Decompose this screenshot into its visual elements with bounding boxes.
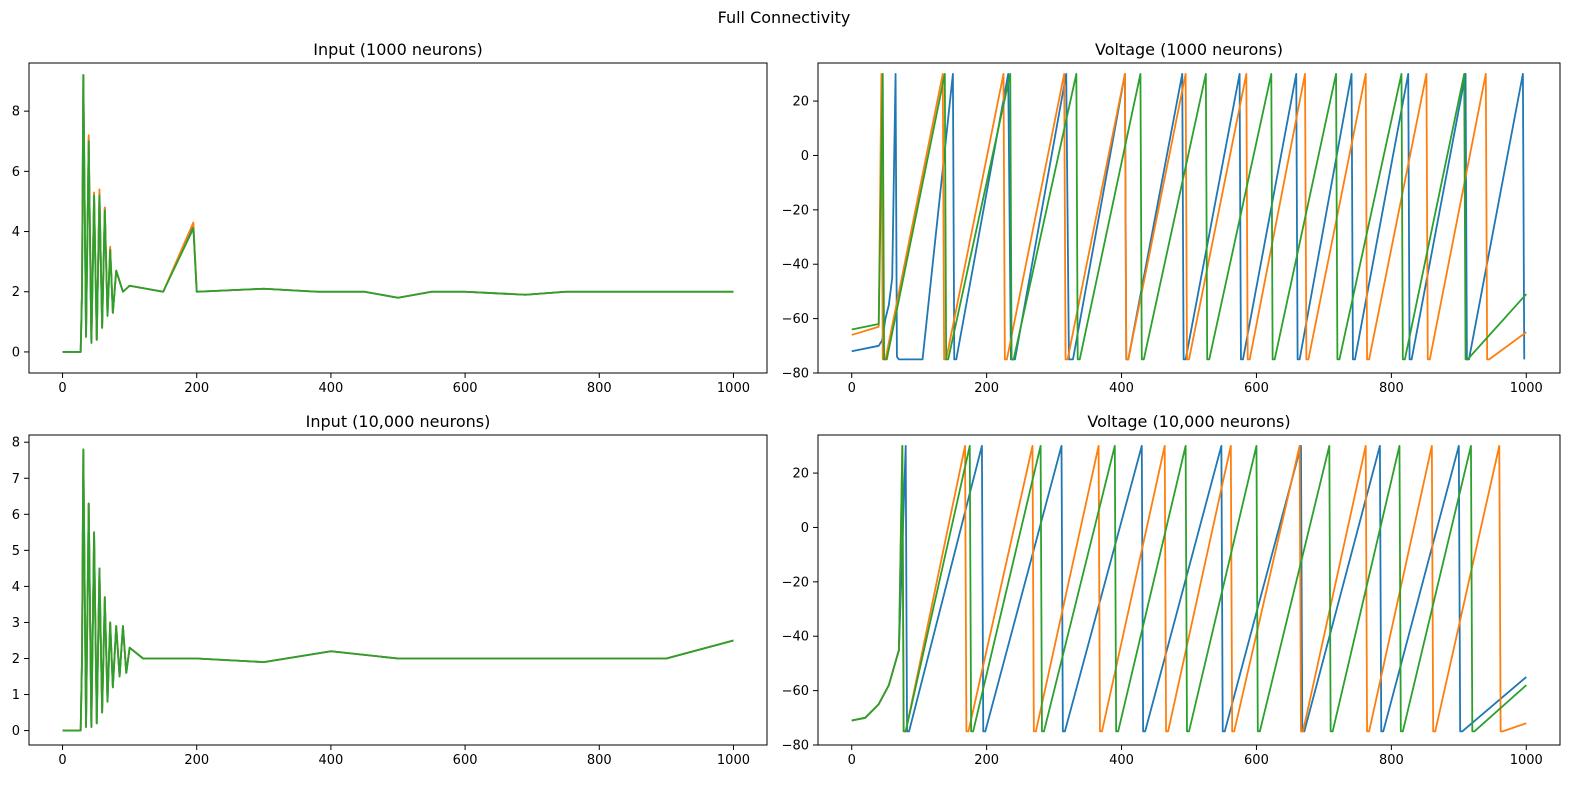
x-tick-label: 800 — [587, 753, 612, 768]
y-tick-label: −60 — [782, 684, 809, 699]
y-tick-label: 2 — [12, 285, 20, 300]
x-tick-label: 800 — [587, 381, 612, 396]
subplot-input-10000: Input (10,000 neurons) 0 200 400 600 800 1000… — [12, 412, 768, 768]
y-tick-label: 8 — [12, 105, 20, 120]
x-tick-label: 1000 — [1510, 753, 1543, 768]
x-tick-label: 1000 — [717, 753, 750, 768]
series-line-3 — [851, 72, 1527, 361]
x-tick-label: 800 — [1379, 753, 1404, 768]
y-tick-label: 0 — [801, 149, 809, 164]
y-tick-label: −40 — [782, 258, 809, 273]
series-line-1 — [62, 74, 734, 353]
y-tick-label: −80 — [782, 739, 809, 754]
axes-frame — [817, 434, 1561, 746]
x-tick-label: 600 — [453, 753, 478, 768]
subplot-title: Input (10,000 neurons) — [306, 412, 491, 431]
series-line-2 — [62, 448, 734, 732]
y-tick-label: 3 — [12, 616, 20, 631]
subplot-title: Input (1000 neurons) — [313, 40, 482, 59]
y-tick-label: 1 — [12, 688, 20, 703]
series-group — [62, 74, 734, 353]
subplot-voltage-10000: Voltage (10,000 neurons) 0 200 400 600 800 10… — [782, 412, 1561, 768]
x-tick-label: 800 — [1379, 381, 1404, 396]
y-tick-label: −40 — [782, 630, 809, 645]
series-line-3 — [851, 444, 1527, 733]
series-group — [851, 444, 1527, 733]
y-tick-label: −80 — [782, 367, 809, 382]
series-line-1 — [851, 72, 1526, 361]
series-line-2 — [851, 72, 1527, 361]
x-tick-label: 200 — [974, 753, 999, 768]
x-tick-label: 0 — [848, 753, 856, 768]
series-group — [62, 448, 734, 732]
x-tick-label: 0 — [848, 381, 856, 396]
series-line-2 — [851, 444, 1527, 733]
series-group — [851, 72, 1527, 361]
series-line-1 — [62, 448, 734, 732]
y-tick-label: 0 — [12, 345, 20, 360]
x-tick-label: 200 — [974, 381, 999, 396]
x-tick-label: 400 — [1109, 381, 1134, 396]
y-tick-label: 20 — [792, 467, 809, 482]
y-tick-label: 4 — [12, 580, 20, 595]
x-tick-label: 1000 — [717, 381, 750, 396]
y-tick-label: 8 — [12, 436, 20, 451]
axes-frame — [28, 434, 768, 746]
subplot-input-1000: Input (1000 neurons) 0 200 400 600 800 1000 0 2… — [12, 40, 768, 396]
y-tick-label: 6 — [12, 165, 20, 180]
x-tick-label: 400 — [318, 381, 343, 396]
y-tick-label: 4 — [12, 225, 20, 240]
y-tick-label: 6 — [12, 508, 20, 523]
x-tick-label: 400 — [1109, 753, 1134, 768]
series-line-3 — [62, 74, 734, 353]
series-line-2 — [62, 74, 734, 353]
x-tick-label: 1000 — [1510, 381, 1543, 396]
y-tick-label: 5 — [12, 544, 20, 559]
subplot-title: Voltage (1000 neurons) — [1095, 40, 1283, 59]
x-tick-label: 200 — [184, 753, 209, 768]
series-line-1 — [851, 444, 1527, 733]
axes-frame — [28, 62, 768, 374]
y-tick-label: 7 — [12, 472, 20, 487]
subplot-title: Voltage (10,000 neurons) — [1087, 412, 1290, 431]
y-tick-label: −20 — [782, 203, 809, 218]
y-tick-label: −20 — [782, 575, 809, 590]
figure-suptitle: Full Connectivity — [718, 8, 851, 27]
y-tick-label: 0 — [12, 724, 20, 739]
y-tick-label: 20 — [792, 95, 809, 110]
axes-frame — [817, 62, 1561, 374]
series-line-3 — [62, 448, 734, 732]
x-tick-label: 600 — [1244, 753, 1269, 768]
x-tick-label: 0 — [58, 381, 66, 396]
x-tick-label: 200 — [184, 381, 209, 396]
x-tick-label: 400 — [318, 753, 343, 768]
y-tick-label: 0 — [801, 521, 809, 536]
x-tick-label: 600 — [453, 381, 478, 396]
y-tick-label: 2 — [12, 652, 20, 667]
y-tick-label: −60 — [782, 312, 809, 327]
x-tick-label: 0 — [58, 753, 66, 768]
x-tick-label: 600 — [1244, 381, 1269, 396]
subplot-voltage-1000: Voltage (1000 neurons) 0 200 400 600 800 1000… — [782, 40, 1561, 396]
